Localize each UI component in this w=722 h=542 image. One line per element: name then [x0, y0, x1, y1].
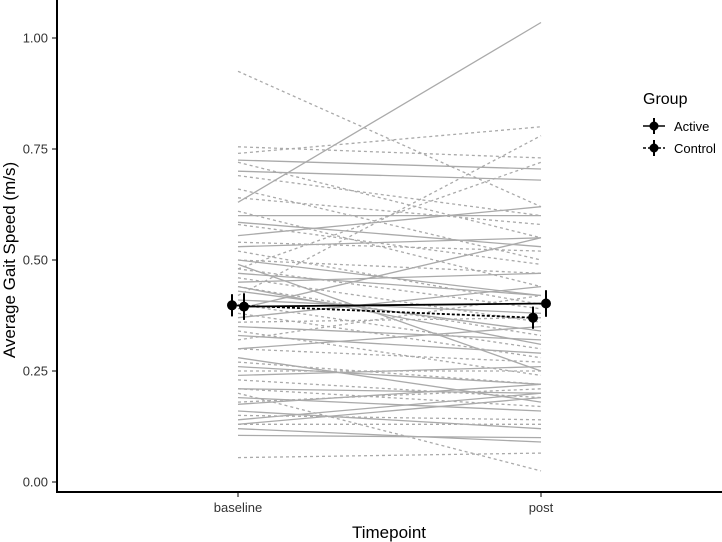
- participant-line-control: [237, 259, 542, 274]
- participant-line-control: [237, 126, 542, 155]
- y-tick-label: 0.75: [23, 142, 48, 157]
- participant-line-control: [237, 188, 542, 261]
- participant-line-active: [237, 383, 542, 405]
- legend-title: Group: [643, 91, 688, 108]
- legend-key-active-point: [649, 121, 659, 131]
- participant-line-control: [237, 388, 542, 408]
- participant-line-active: [237, 285, 542, 346]
- participant-line-control: [237, 174, 542, 217]
- participant-line-active: [237, 388, 542, 394]
- participant-line-active: [237, 334, 542, 354]
- y-tick-label: 0.25: [23, 364, 48, 379]
- y-tick-label: 0.00: [23, 475, 48, 490]
- participant-line-active: [237, 272, 542, 297]
- participant-line-active: [237, 410, 542, 430]
- mean-point-active: [541, 298, 551, 309]
- participant-line-control: [237, 223, 542, 266]
- legend-label-control: Control: [674, 141, 716, 156]
- participant-line-control: [237, 210, 542, 288]
- group-summary-layer: [227, 290, 551, 329]
- participant-line-active: [237, 365, 542, 385]
- legend-key-control-point: [649, 143, 659, 153]
- participant-line-active: [237, 159, 542, 170]
- y-tick-layer: 0.00 0.25 0.50 0.75 1.00: [23, 31, 57, 490]
- participant-line-active: [237, 428, 542, 443]
- participant-line-active: [237, 237, 542, 248]
- participant-line-control: [237, 317, 542, 323]
- participant-line-active: [237, 285, 542, 319]
- participant-line-active: [237, 221, 542, 248]
- participant-line-control: [237, 70, 542, 208]
- participant-line-active: [237, 170, 542, 181]
- x-tick-label: baseline: [214, 500, 262, 515]
- participant-line-active: [237, 325, 542, 350]
- y-tick-label: 1.00: [23, 31, 48, 46]
- mean-point-control: [528, 312, 538, 323]
- participant-line-control: [237, 379, 542, 399]
- legend-label-active: Active: [674, 119, 709, 134]
- participant-line-control: [237, 241, 542, 252]
- legend: Group Active Control: [643, 91, 716, 156]
- y-axis-title: Average Gait Speed (m/s): [0, 162, 19, 358]
- mean-line-control: [231, 304, 534, 319]
- participant-line-control: [237, 146, 542, 159]
- participant-line-active: [237, 396, 542, 425]
- participant-line-control: [237, 392, 542, 472]
- participant-line-control: [237, 268, 542, 310]
- participant-line-control: [237, 361, 542, 385]
- x-axis-title: Timepoint: [352, 523, 426, 542]
- y-tick-label: 0.50: [23, 253, 48, 268]
- participant-line-control: [237, 388, 542, 403]
- participant-line-active: [237, 263, 542, 372]
- legend-entry-active: Active: [643, 118, 709, 134]
- mean-line-active: [243, 302, 547, 308]
- participant-line-control: [237, 452, 542, 459]
- participant-line-active: [237, 259, 542, 297]
- x-tick-label: post: [529, 500, 554, 515]
- participant-line-control: [237, 197, 542, 226]
- x-tick-layer: baseline post: [214, 492, 554, 515]
- participant-line-active: [237, 325, 542, 341]
- individual-series-layer: [237, 21, 542, 472]
- participant-line-control: [237, 414, 542, 421]
- participant-line-active: [237, 299, 542, 314]
- mean-point-control: [227, 300, 237, 311]
- legend-entry-control: Control: [643, 140, 716, 156]
- participant-line-active: [237, 434, 542, 439]
- participant-line-control: [237, 348, 542, 363]
- participant-line-control: [237, 161, 542, 239]
- participant-line-active: [237, 392, 542, 421]
